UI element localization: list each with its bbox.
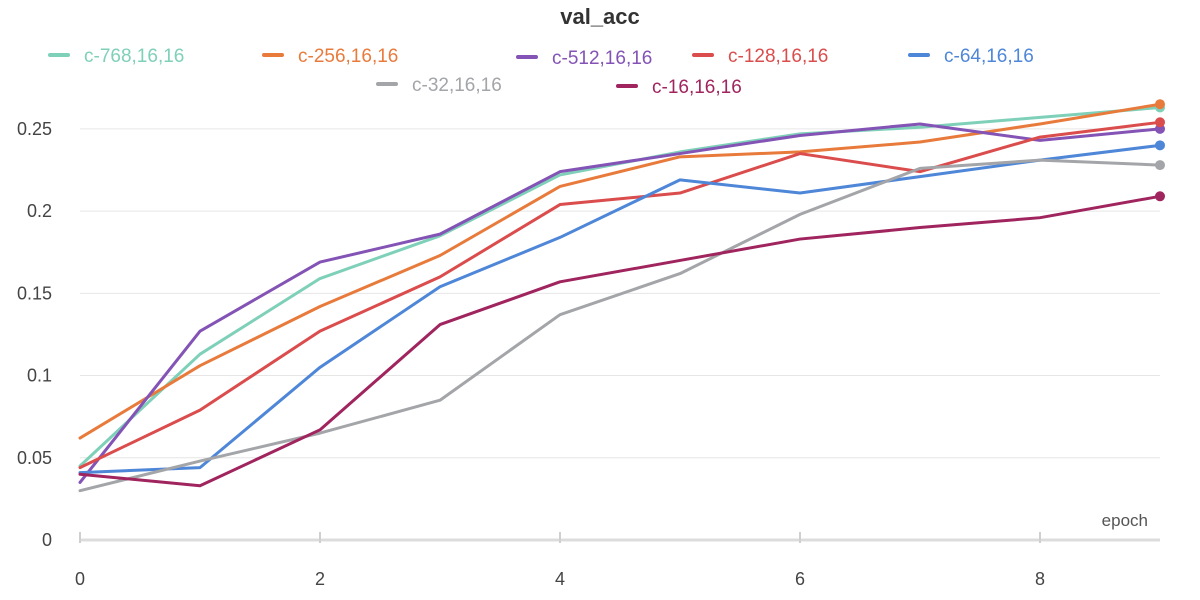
x-tick-label: 0 [75,569,85,589]
y-tick-label: 0.05 [17,448,52,468]
x-tick-label: 6 [795,569,805,589]
legend-swatch [262,52,284,57]
legend-item[interactable]: c-16,16,16 [616,77,742,99]
series-line-4 [78,143,1162,475]
series-line-2 [78,122,1162,484]
legend-item[interactable]: c-512,16,16 [516,48,652,70]
legend-label: c-32,16,16 [412,75,502,96]
legend-swatch [516,54,538,59]
y-tick-label: 0.25 [17,119,52,139]
legend-label: c-64,16,16 [944,46,1034,67]
legend-label: c-16,16,16 [652,77,742,98]
legend-label: c-768,16,16 [84,46,185,67]
legend-item[interactable]: c-64,16,16 [908,46,1034,68]
y-tick-label: 0.1 [27,366,52,386]
legend-swatch [48,52,70,57]
chart-title: val_acc [560,4,640,29]
series-end-point-4 [1155,140,1165,151]
legend-swatch [692,52,714,57]
legend-swatch [616,83,638,88]
series-end-point-5 [1155,160,1165,171]
y-tick-label: 0.2 [27,201,52,221]
legend-swatch [376,81,398,86]
x-tick-label: 2 [315,569,325,589]
series-line-5 [78,158,1162,493]
legend-label: c-512,16,16 [552,48,653,69]
legend-label: c-256,16,16 [298,46,399,67]
legend-swatch [908,52,930,57]
x-tick-label: 8 [1035,569,1045,589]
y-tick-label: 0.15 [17,283,52,303]
series-line-3 [78,120,1162,470]
series-line-6 [78,194,1162,488]
legend-item[interactable]: c-768,16,16 [48,46,184,68]
series-end-point-3 [1155,117,1165,128]
legend-item[interactable]: c-128,16,16 [692,46,828,68]
series-end-point-1 [1155,99,1165,110]
x-tick-label: 4 [555,569,565,589]
legend-item[interactable]: c-32,16,16 [376,75,502,97]
legend-label: c-128,16,16 [728,46,829,67]
series-end-point-6 [1155,191,1165,202]
legend-item[interactable]: c-256,16,16 [262,46,398,68]
y-tick-label: 0 [42,530,52,550]
x-axis-label: epoch [1102,511,1148,530]
